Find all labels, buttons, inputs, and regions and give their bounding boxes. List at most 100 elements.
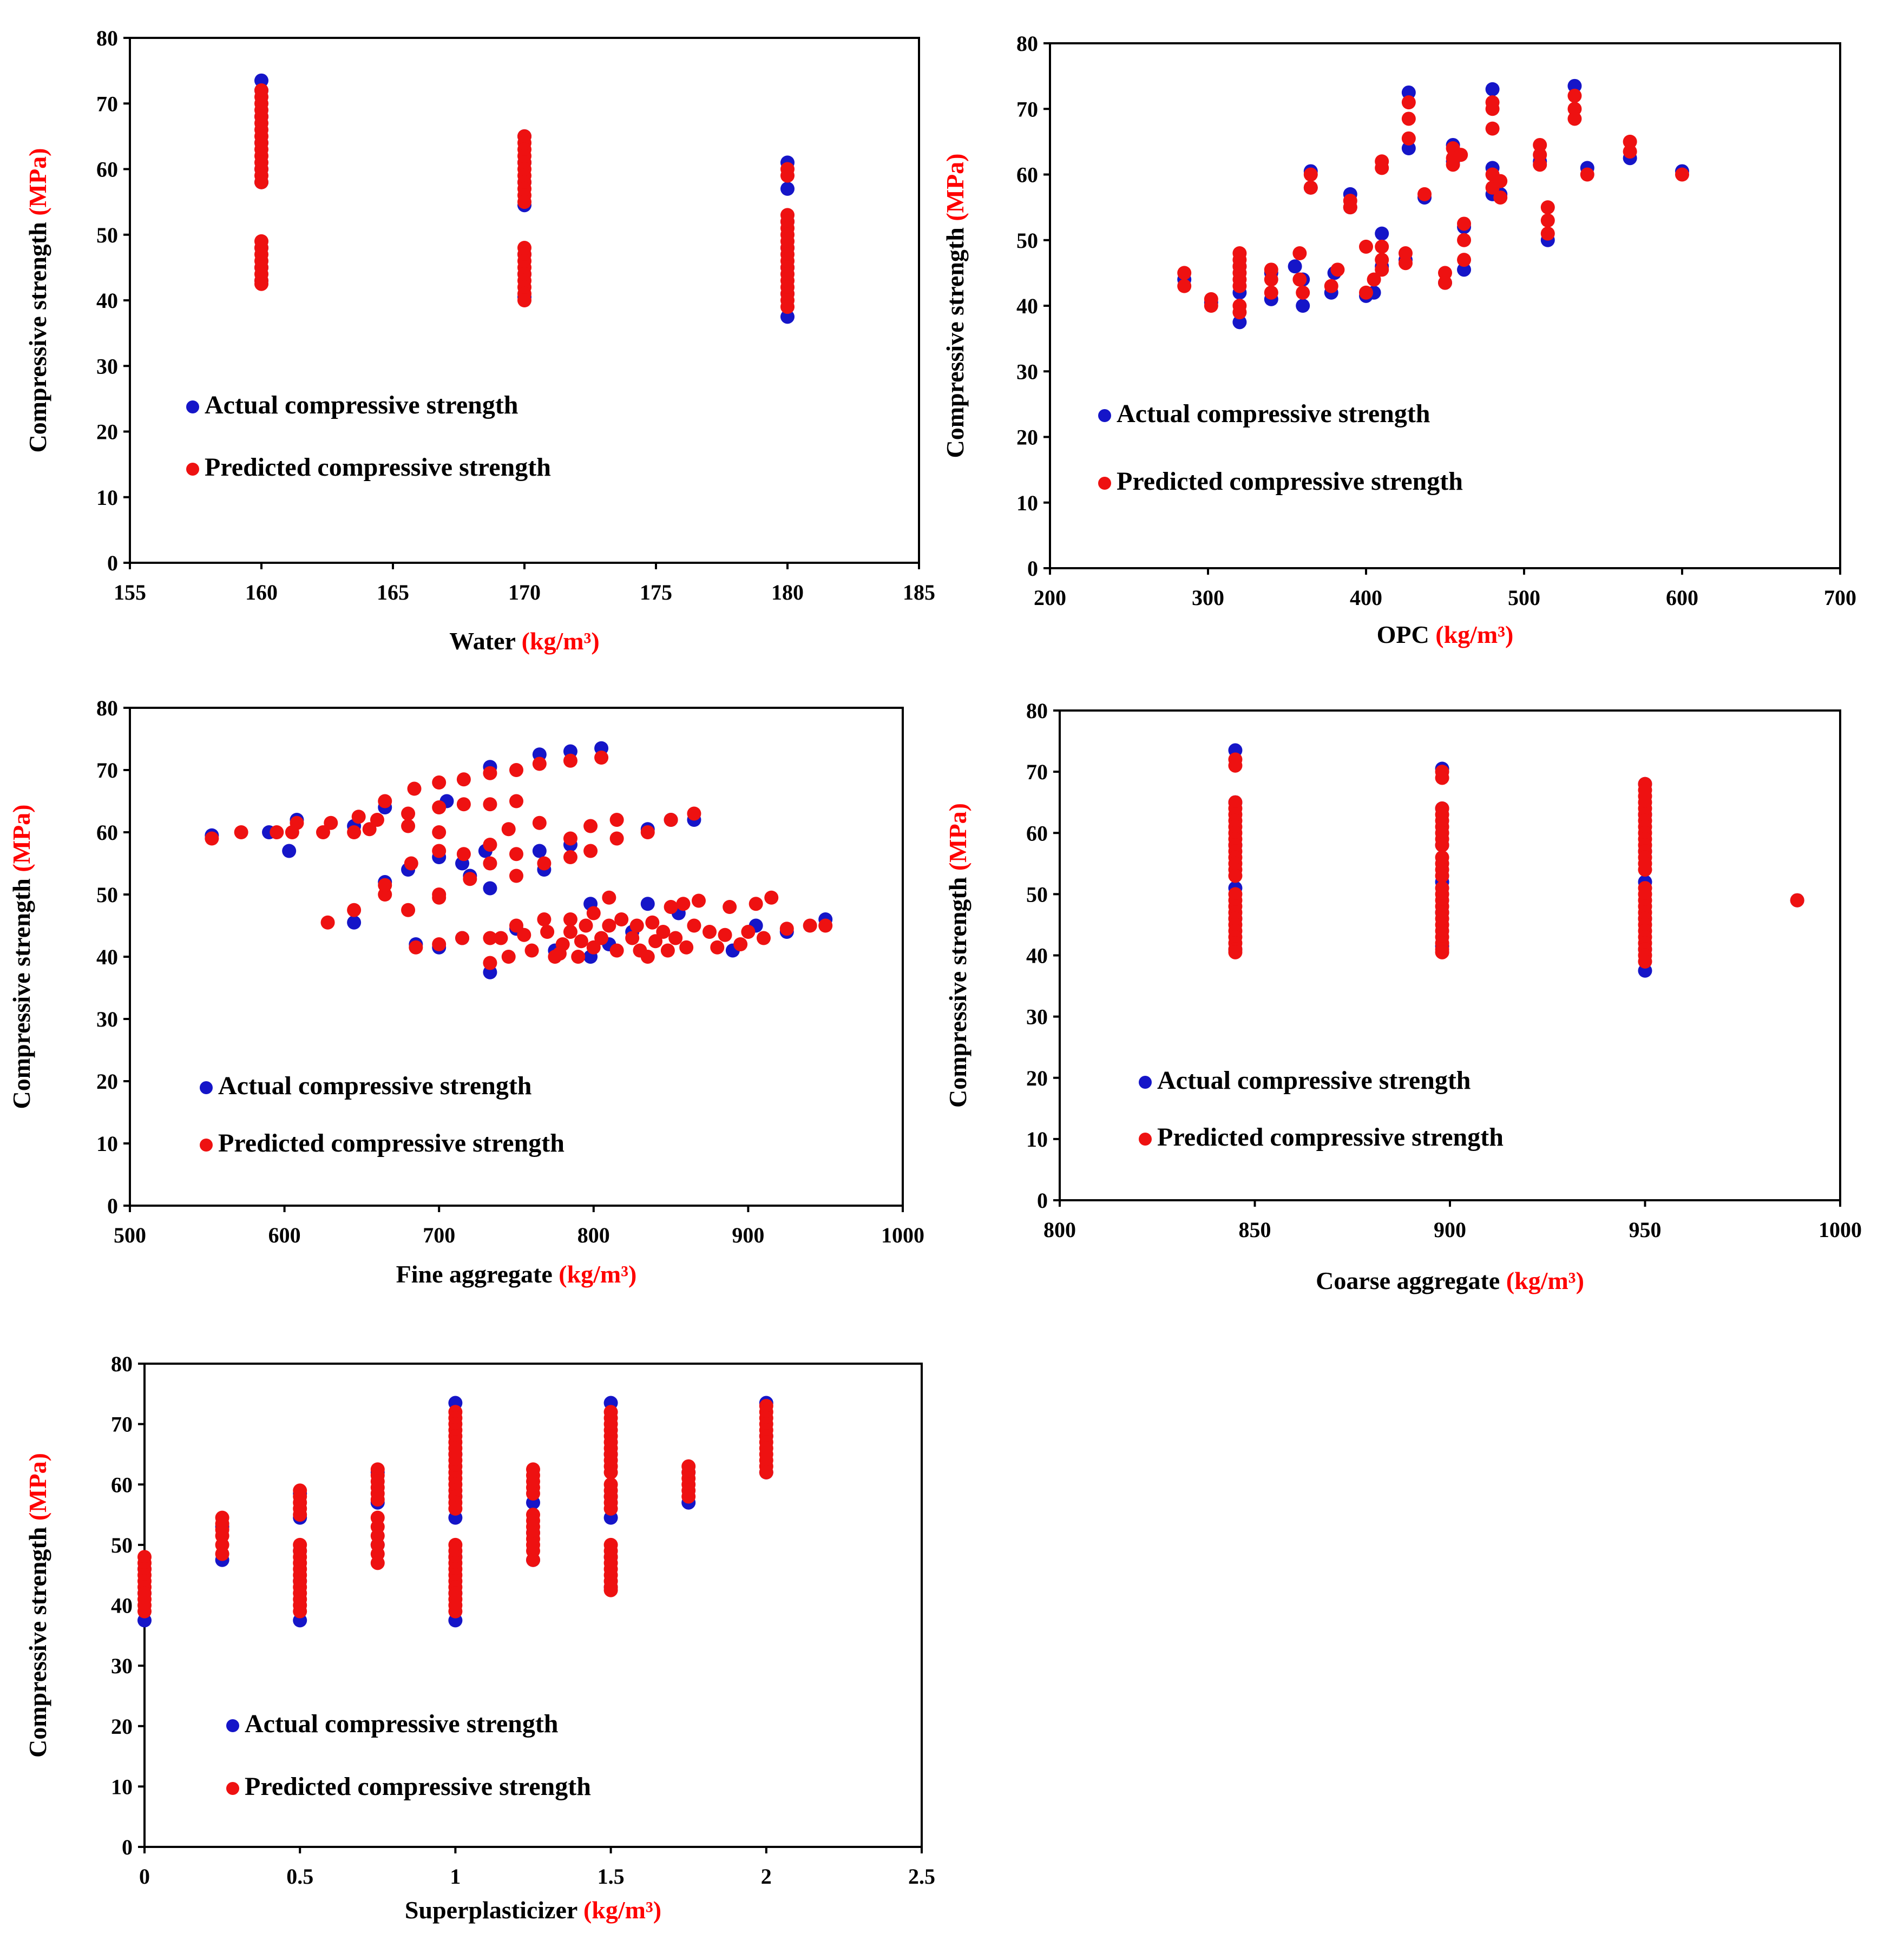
predicted-point xyxy=(1264,285,1278,300)
predicted-point xyxy=(448,1604,463,1619)
predicted-point xyxy=(563,925,577,939)
y-tick-label: 10 xyxy=(96,1132,118,1156)
x-axis-label-unit: (kg/m³) xyxy=(583,1896,661,1924)
predicted-point xyxy=(270,825,284,839)
legend-marker xyxy=(1139,1133,1152,1146)
x-tick-label: 850 xyxy=(1239,1218,1271,1242)
predicted-point xyxy=(494,931,508,945)
actual-point xyxy=(347,915,362,930)
y-tick-label: 80 xyxy=(111,1352,133,1376)
predicted-point xyxy=(574,934,588,949)
y-axis-label: Compressive strength (MPa) xyxy=(8,805,35,1109)
predicted-point xyxy=(756,931,771,945)
predicted-point xyxy=(656,925,671,939)
predicted-point xyxy=(1177,266,1192,280)
actual-point xyxy=(1485,82,1500,96)
predicted-point xyxy=(537,856,552,871)
predicted-point xyxy=(517,928,531,942)
predicted-point xyxy=(1228,945,1243,959)
x-axis-label: Coarse aggregate (kg/m³) xyxy=(1316,1267,1584,1294)
predicted-point xyxy=(1324,279,1338,293)
actual-point xyxy=(1375,226,1389,241)
y-tick-label: 10 xyxy=(1026,1127,1048,1152)
predicted-point xyxy=(1367,272,1381,287)
predicted-point xyxy=(1457,233,1472,247)
predicted-point xyxy=(1454,148,1468,162)
y-tick-label: 70 xyxy=(111,1412,133,1437)
x-axis-label-name: Water xyxy=(449,627,521,655)
series-predicted xyxy=(254,83,795,314)
y-axis-label-name: Compressive strength xyxy=(941,221,969,458)
x-tick-label: 165 xyxy=(377,580,409,604)
predicted-point xyxy=(432,937,447,951)
predicted-point xyxy=(664,813,678,827)
y-tick-label: 10 xyxy=(96,485,118,510)
predicted-point xyxy=(347,825,362,839)
y-tick-label: 60 xyxy=(96,157,118,182)
predicted-point xyxy=(404,856,418,871)
predicted-point xyxy=(1493,190,1508,205)
predicted-point xyxy=(1359,285,1373,300)
predicted-point xyxy=(555,937,570,951)
predicted-point xyxy=(432,890,447,905)
predicted-point xyxy=(1623,134,1637,149)
legend-label: Actual compressive strength xyxy=(205,391,518,419)
x-tick-label: 0.5 xyxy=(286,1864,313,1889)
predicted-point xyxy=(1204,299,1218,313)
predicted-point xyxy=(780,168,795,183)
x-tick-label: 900 xyxy=(1434,1218,1466,1242)
predicted-point xyxy=(1533,148,1547,162)
predicted-point xyxy=(710,940,725,955)
actual-point xyxy=(1401,85,1416,100)
predicted-point xyxy=(625,931,640,945)
predicted-point xyxy=(563,850,577,864)
x-tick-label: 950 xyxy=(1629,1218,1662,1242)
predicted-point xyxy=(603,1583,618,1597)
predicted-point xyxy=(718,928,732,942)
predicted-point xyxy=(501,950,516,964)
y-tick-label: 50 xyxy=(96,223,118,247)
predicted-point xyxy=(463,872,477,886)
predicted-point xyxy=(509,918,523,933)
y-tick-label: 50 xyxy=(96,883,118,907)
predicted-point xyxy=(583,819,598,833)
predicted-point xyxy=(290,815,304,830)
predicted-point xyxy=(603,1465,618,1479)
predicted-point xyxy=(614,912,629,926)
actual-point xyxy=(780,181,795,196)
legend-marker xyxy=(226,1719,239,1732)
predicted-point xyxy=(320,915,335,930)
x-tick-label: 0 xyxy=(139,1864,150,1889)
y-tick-label: 30 xyxy=(1026,1005,1048,1029)
predicted-point xyxy=(537,912,552,926)
y-tick-label: 70 xyxy=(96,758,118,782)
predicted-point xyxy=(563,753,577,768)
y-tick-label: 60 xyxy=(111,1472,133,1497)
predicted-point xyxy=(455,931,470,945)
predicted-point xyxy=(609,813,624,827)
x-tick-label: 700 xyxy=(1824,586,1856,610)
x-tick-label: 1000 xyxy=(1819,1218,1862,1242)
predicted-point xyxy=(483,856,497,871)
predicted-point xyxy=(1177,279,1192,293)
predicted-point xyxy=(687,918,701,933)
predicted-point xyxy=(483,956,497,970)
predicted-point xyxy=(759,1465,773,1479)
predicted-point xyxy=(432,844,447,858)
predicted-point xyxy=(409,940,423,955)
predicted-point xyxy=(483,931,497,945)
chart-water: 0 10 20 30 40 50 60 70 80 155 160 165 170 175 180 185 Wa… xyxy=(24,26,935,655)
predicted-point xyxy=(1567,102,1582,116)
x-tick-label: 800 xyxy=(577,1223,610,1247)
actual-point xyxy=(1232,315,1247,330)
y-tick-label: 80 xyxy=(96,26,118,50)
predicted-point xyxy=(1303,180,1318,195)
x-tick-label: 170 xyxy=(508,580,541,604)
legend-label: Predicted compressive strength xyxy=(245,1772,591,1801)
predicted-point xyxy=(640,950,655,964)
y-axis-label-name: Compressive strength xyxy=(24,216,51,453)
actual-point xyxy=(254,73,268,88)
y-tick-label: 20 xyxy=(96,420,118,444)
